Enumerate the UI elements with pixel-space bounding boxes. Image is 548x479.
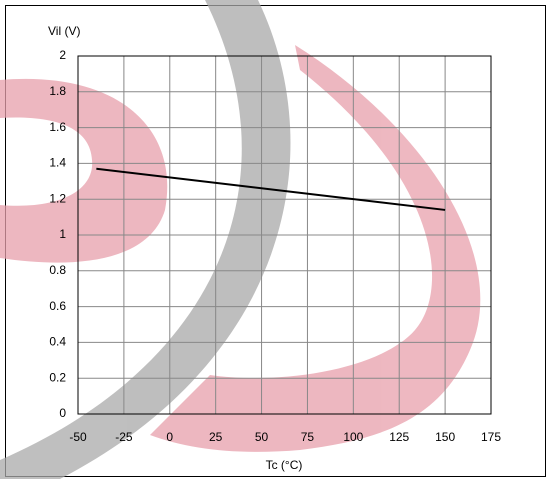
data-line — [96, 167, 446, 211]
x-tick-label: 125 — [389, 430, 409, 444]
y-tick-label: 1 — [59, 227, 66, 241]
x-axis-label: Tc (°C) — [266, 458, 303, 472]
y-tick-label: 0 — [59, 406, 66, 420]
y-tick-label: 0.2 — [49, 370, 66, 384]
x-tick-label: 50 — [255, 430, 269, 444]
y-tick-label: 0.6 — [49, 299, 66, 313]
y-tick-label: 0.4 — [49, 335, 66, 349]
x-tick-label: 75 — [301, 430, 315, 444]
x-tick-label: 25 — [209, 430, 223, 444]
x-tick-label: -25 — [115, 430, 133, 444]
x-tick-label: 0 — [166, 430, 173, 444]
x-tick-label: 175 — [481, 430, 501, 444]
watermark-shape — [0, 0, 291, 479]
watermark-shape — [0, 78, 168, 263]
x-tick-label: 100 — [343, 430, 363, 444]
y-axis-label: Vil (V) — [48, 24, 80, 38]
plot-frame — [77, 55, 492, 415]
watermark — [0, 0, 481, 479]
y-tick-label: 2 — [59, 48, 66, 62]
y-tick-label: 0.8 — [49, 263, 66, 277]
x-tick-label: 150 — [435, 430, 455, 444]
x-tick-label: -50 — [69, 430, 87, 444]
y-tick-label: 1.8 — [49, 84, 66, 98]
watermark-shape — [150, 45, 481, 452]
y-tick-label: 1.4 — [49, 156, 66, 170]
y-tick-label: 1.6 — [49, 120, 66, 134]
y-tick-label: 1.2 — [49, 191, 66, 205]
